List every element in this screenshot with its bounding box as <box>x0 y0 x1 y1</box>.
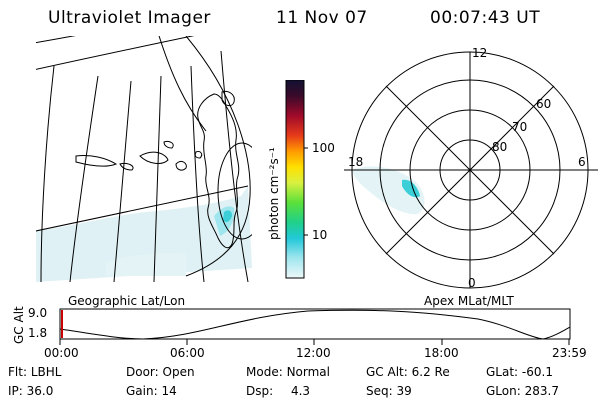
altitude-ylabel: GC Alt <box>12 306 26 344</box>
colorbar-unit-label: photon cm⁻²s⁻¹ <box>267 147 281 240</box>
info-mode: Mode: Normal <box>246 365 330 379</box>
geographic-map <box>36 36 252 282</box>
polar-aurora <box>352 166 425 215</box>
instrument-title: Ultraviolet Imager <box>48 8 211 28</box>
time-tick-0600: 06:00 <box>170 346 205 360</box>
time-tick-1200: 12:00 <box>296 346 331 360</box>
aurora-core <box>223 210 232 223</box>
info-glat: GLat: -60.1 <box>486 365 553 379</box>
info-glon: GLon: 283.7 <box>486 384 559 398</box>
geo-map-caption: Geographic Lat/Lon <box>68 294 186 308</box>
colorbar <box>285 80 308 279</box>
colorbar-tick-10: 10 <box>312 228 328 242</box>
altitude-ytick-min: 1.8 <box>28 326 48 340</box>
time-tick-2359: 23:59 <box>552 346 587 360</box>
date-label: 11 Nov 07 <box>276 8 368 28</box>
info-seq: Seq: 39 <box>366 384 412 398</box>
info-gc-alt: GC Alt: 6.2 Re <box>366 365 450 379</box>
colorbar-tick-100: 100 <box>312 141 335 155</box>
info-dsp: Dsp: 4.3 <box>246 384 311 398</box>
current-time-marker <box>61 310 63 338</box>
time-label: 00:07:43 UT <box>430 8 541 28</box>
info-filter: Flt: LBHL <box>8 365 62 379</box>
polar-caption: Apex MLat/MLT <box>424 294 514 308</box>
altitude-plot <box>59 308 571 345</box>
polar-aurora-bright <box>402 179 420 198</box>
time-tick-0000: 00:00 <box>44 346 79 360</box>
mlat-label-60: 60 <box>536 97 552 111</box>
mlt-label-6: 6 <box>578 155 586 169</box>
info-door: Door: Open <box>126 365 195 379</box>
altitude-curve <box>59 309 571 340</box>
mlt-label-18: 18 <box>348 155 364 169</box>
info-ip: IP: 36.0 <box>8 384 54 398</box>
mlat-label-70: 70 <box>512 120 528 134</box>
mlt-label-12: 12 <box>472 46 488 60</box>
mlat-label-80: 80 <box>492 140 508 154</box>
altitude-ytick-max: 9.0 <box>28 306 48 320</box>
info-gain: Gain: 14 <box>126 384 177 398</box>
mlt-label-0: 0 <box>468 276 476 290</box>
time-tick-1800: 18:00 <box>424 346 459 360</box>
polar-plot <box>344 51 598 289</box>
